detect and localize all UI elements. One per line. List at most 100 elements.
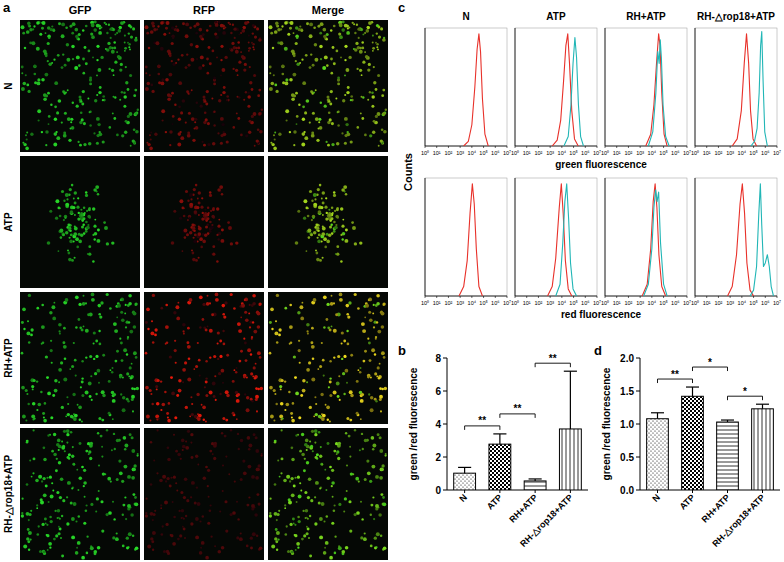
cell-dot [74, 191, 77, 194]
cell-dot [222, 304, 226, 308]
cell-dot [279, 385, 282, 388]
cell-dot [318, 415, 322, 419]
cell-dot [205, 329, 208, 332]
cell-dot [64, 64, 67, 67]
cell-dot [200, 105, 203, 108]
cell-dot [149, 74, 151, 76]
cell-dot [62, 53, 64, 55]
cell-dot [97, 193, 100, 196]
cell-dot [378, 145, 380, 147]
cell-dot [97, 546, 101, 550]
cell-dot [255, 363, 257, 365]
cell-dot [253, 366, 256, 369]
cell-dot [85, 25, 88, 28]
cell-dot [53, 59, 55, 61]
cell-dot [215, 23, 219, 27]
cell-dot [61, 66, 64, 69]
cell-dot [47, 26, 51, 30]
cell-dot [128, 546, 130, 548]
cell-dot [254, 375, 258, 379]
cell-dot [234, 37, 236, 39]
cell-dot [93, 342, 95, 344]
cell-dot [171, 241, 175, 245]
cell-dot [81, 219, 84, 222]
cell-dot [205, 380, 208, 383]
cell-dot [299, 362, 301, 364]
cell-dot [196, 22, 200, 26]
cell-dot [333, 62, 336, 65]
cell-dot [302, 389, 306, 393]
cell-dot [30, 334, 33, 337]
cell-dot [209, 391, 213, 395]
cell-dot [95, 510, 97, 512]
cell-dot [189, 193, 193, 197]
cell-dot [326, 64, 329, 67]
cell-dot [192, 139, 195, 142]
cell-dot [346, 304, 350, 308]
cell-dot [45, 485, 48, 488]
cell-dot [167, 552, 170, 555]
cell-dot [321, 413, 323, 415]
cell-dot [47, 549, 49, 551]
cell-dot [146, 307, 150, 311]
cell-dot [149, 147, 153, 151]
cell-dot [163, 550, 166, 553]
cell-dot [198, 214, 200, 216]
cell-dot [127, 504, 131, 508]
cell-dot [185, 515, 187, 517]
cell-dot [45, 54, 48, 57]
cell-dot [309, 66, 312, 69]
cell-dot [130, 513, 134, 517]
cell-dot [270, 307, 274, 311]
cell-dot [132, 534, 135, 537]
cell-dot [354, 242, 357, 245]
cell-dot [323, 237, 327, 241]
cell-dot [35, 479, 39, 483]
cell-dot [100, 301, 103, 304]
cell-dot [50, 103, 52, 105]
cell-dot [307, 333, 309, 335]
cell-dot [133, 94, 136, 97]
cell-dot [276, 294, 279, 297]
cell-dot [213, 111, 215, 113]
cell-dot [269, 72, 271, 74]
cell-dot [98, 313, 101, 316]
cell-dot [179, 534, 182, 537]
cell-dot [53, 29, 56, 32]
cell-dot [182, 330, 184, 332]
cell-dot [31, 385, 34, 388]
cell-dot [113, 96, 115, 98]
cell-dot [332, 46, 335, 49]
cell-dot [273, 419, 275, 421]
cell-dot [213, 77, 216, 80]
image-background [268, 20, 388, 152]
cell-dot [151, 21, 155, 25]
cell-dot [42, 550, 46, 554]
cell-dot [256, 467, 260, 471]
cell-dot [174, 349, 177, 352]
image-background [144, 428, 264, 560]
cell-dot [90, 546, 94, 550]
cell-dot [344, 239, 348, 243]
cell-dot [297, 311, 300, 314]
cell-dot [170, 534, 173, 537]
cell-dot [220, 239, 224, 243]
cell-dot [182, 22, 185, 25]
cell-dot [124, 42, 126, 44]
cell-dot [75, 551, 79, 555]
cell-dot [295, 26, 299, 30]
cell-dot [248, 130, 251, 133]
cell-dot [58, 532, 61, 535]
cell-dot [235, 47, 238, 50]
cell-dot [372, 50, 374, 52]
cell-dot [45, 32, 47, 34]
cell-dot [121, 318, 125, 322]
cell-dot [71, 126, 75, 130]
cell-dot [165, 304, 168, 307]
cell-dot [289, 343, 291, 345]
cell-dot [89, 124, 91, 126]
cell-dot [183, 207, 185, 209]
cell-dot [166, 412, 169, 415]
cell-dot [325, 141, 327, 143]
cell-dot [49, 311, 52, 314]
